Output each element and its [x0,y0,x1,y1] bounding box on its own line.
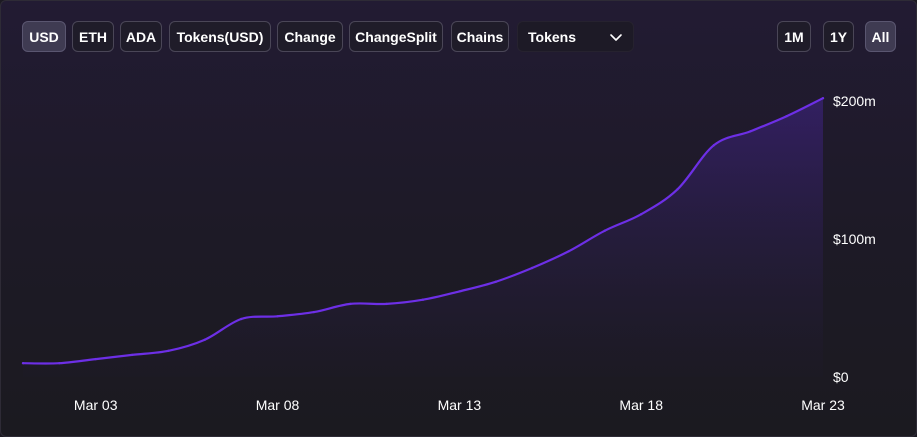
data-point [94,357,97,361]
data-point [821,97,825,100]
data-point [58,362,61,365]
data-point [676,188,679,191]
currency-tab-ada[interactable]: ADA [120,21,162,52]
data-point [21,362,25,365]
data-point [312,310,316,314]
data-point [385,302,388,306]
currency-tab-tokens-usd[interactable]: Tokens(USD) [169,21,271,52]
data-point [276,315,279,318]
data-point [458,290,461,293]
currency-tab-chains[interactable]: Chains [451,21,509,52]
data-point [785,115,788,118]
y-tick-label: $100m [833,231,876,247]
breakdown-dropdown[interactable]: Tokens [517,21,634,52]
data-point [203,338,206,341]
data-point [494,280,497,283]
range-tab-all[interactable]: All [865,21,896,52]
x-tick-label: Mar 03 [74,397,118,413]
y-tick-label: $0 [833,369,849,385]
currency-tab-change[interactable]: Change [277,21,343,52]
y-tick-label: $200m [833,93,876,109]
data-point [240,317,243,321]
data-point [749,130,752,133]
x-tick-label: Mar 13 [438,397,482,413]
chevron-down-icon [610,34,622,41]
data-point [421,298,425,301]
dropdown-selected-label: Tokens [528,28,576,45]
data-point [603,229,606,232]
currency-tab-usd[interactable]: USD [22,21,66,52]
x-tick-label: Mar 23 [801,397,845,413]
range-tab-1m[interactable]: 1M [777,21,811,52]
series-area-fill [23,98,823,377]
currency-tab-changesplit[interactable]: ChangeSplit [349,21,443,52]
data-point [567,250,570,253]
x-tick-label: Mar 18 [619,397,663,413]
data-point [349,302,352,306]
data-point [530,266,534,270]
data-point [167,349,170,352]
currency-tab-eth[interactable]: ETH [72,21,114,52]
x-tick-label: Mar 08 [256,397,300,413]
data-point [130,353,134,357]
range-tab-1y[interactable]: 1Y [823,21,854,52]
data-point [640,213,643,216]
data-point [712,144,716,147]
